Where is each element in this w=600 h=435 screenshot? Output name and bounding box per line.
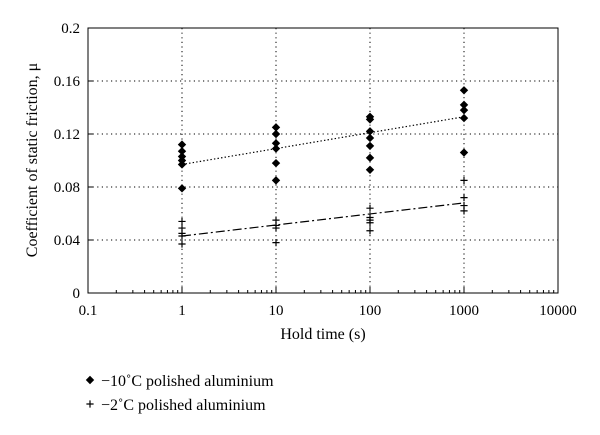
data-point-plus [272, 239, 280, 247]
legend-label-minus10c: −10˚C polished aluminium [101, 373, 274, 390]
data-point-plus [178, 232, 186, 240]
plot-area [87, 27, 559, 294]
trendlines [181, 116, 465, 237]
data-point-plus [366, 204, 374, 212]
data-point-diamond [177, 160, 187, 169]
trendline-series-1 [181, 202, 465, 237]
x-tick-label: 10000 [539, 303, 577, 319]
data-point-diamond [271, 139, 281, 148]
y-tick-label: 0.08 [54, 180, 80, 196]
data-point-diamond [177, 147, 187, 156]
data-point-plus [366, 219, 374, 227]
y-tick-labels: 0 0.04 0.08 0.12 0.16 0.2 [54, 21, 81, 302]
data-point-plus [178, 217, 186, 226]
x-tick-label: 1 [178, 303, 186, 319]
data-point-plus [272, 224, 280, 232]
data-point-diamond [365, 115, 375, 124]
legend-label-minus2c: −2˚C polished aluminium [101, 397, 266, 414]
legend-marker-plus [86, 400, 94, 408]
data-point-diamond [271, 123, 281, 132]
grid [88, 28, 558, 293]
data-point-diamond [365, 165, 375, 174]
trendline-series-0 [181, 116, 465, 166]
data-point-diamond [459, 113, 469, 123]
data-points [177, 86, 469, 248]
data-point-plus [178, 240, 186, 248]
data-point-diamond [271, 129, 281, 139]
x-tick-labels: 0.1 1 10 100 1000 10000 [79, 303, 577, 319]
data-point-diamond [459, 100, 469, 110]
minor-ticks [87, 27, 559, 294]
x-tick-label: 10 [269, 303, 284, 319]
data-point-diamond [365, 127, 375, 136]
y-tick-label: 0.12 [54, 127, 80, 143]
x-tick-label: 100 [359, 303, 382, 319]
data-point-diamond [365, 153, 375, 163]
legend-item-minus2c: −2˚C polished aluminium [86, 397, 266, 414]
data-point-plus [460, 176, 468, 184]
legend-marker-diamond [85, 375, 95, 385]
data-point-diamond [177, 140, 187, 149]
x-tick-label: 0.1 [79, 303, 98, 319]
data-point-plus [366, 227, 374, 235]
data-point-diamond [271, 158, 281, 168]
data-point-diamond [365, 133, 375, 143]
data-point-diamond [271, 176, 281, 185]
data-point-diamond [459, 86, 469, 95]
data-point-plus [460, 194, 468, 202]
y-tick-label: 0.16 [54, 74, 81, 90]
legend: −10˚C polished aluminium −2˚C polished a… [85, 373, 274, 414]
data-point-diamond [459, 105, 469, 115]
y-tick-label: 0.2 [61, 21, 80, 37]
legend-item-minus10c: −10˚C polished aluminium [85, 373, 274, 390]
data-point-diamond [271, 144, 281, 153]
y-axis-label: Coefficient of static friction, μ [24, 63, 41, 257]
data-point-plus [460, 207, 468, 215]
data-point-diamond [459, 148, 469, 157]
y-tick-label: 0.04 [54, 233, 81, 249]
x-axis-label: Hold time (s) [280, 326, 365, 343]
y-tick-label: 0 [73, 286, 81, 302]
x-tick-label: 1000 [449, 303, 479, 319]
data-point-diamond [365, 141, 375, 151]
data-point-diamond [177, 184, 187, 193]
